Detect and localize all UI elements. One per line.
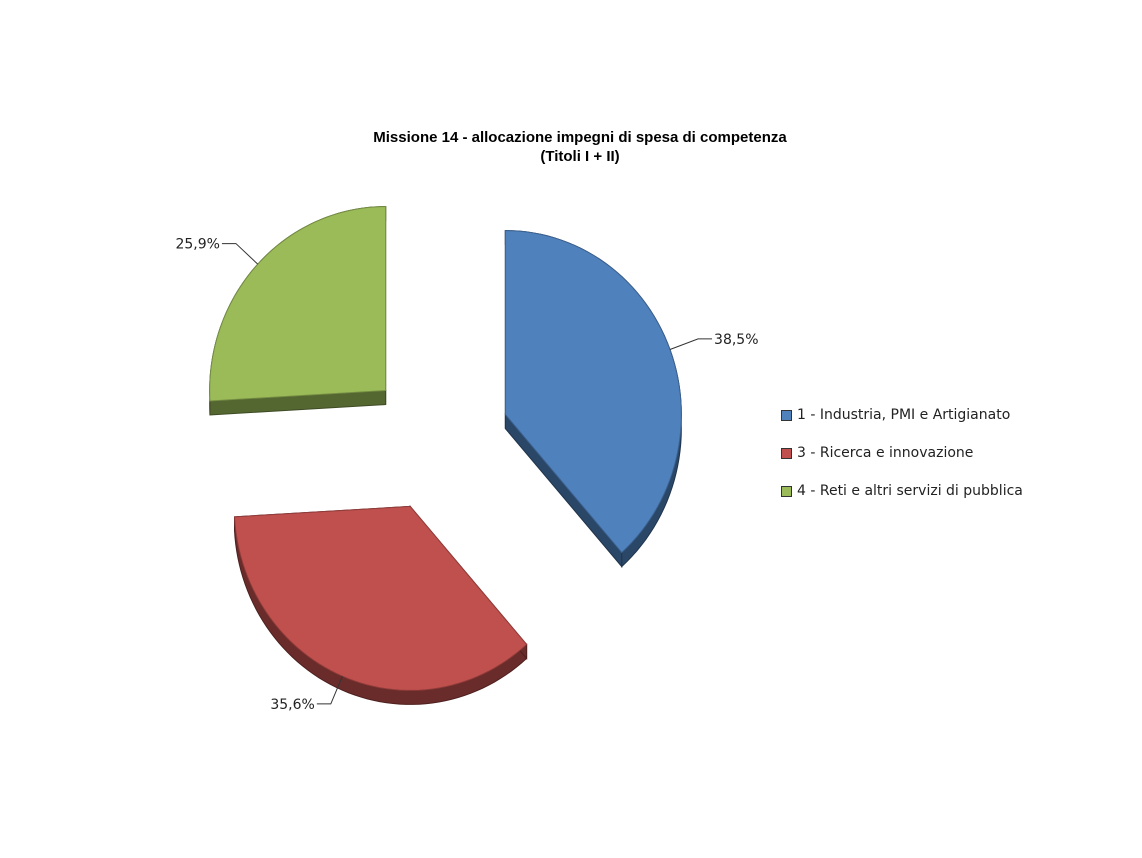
pie-slice-2	[233, 505, 528, 691]
legend-swatch-3	[781, 485, 792, 497]
legend-swatch-2	[781, 447, 792, 459]
pie-slice-1	[504, 230, 682, 554]
chart-legend: 1 - Industria, PMI e Artigianato 3 - Ric…	[781, 404, 1023, 518]
legend-label-3: 4 - Reti e altri servizi di pubblica	[797, 483, 1023, 499]
leader-line-1	[669, 338, 713, 350]
legend-item-3: 4 - Reti e altri servizi di pubblica	[781, 480, 1023, 502]
legend-swatch-1	[781, 409, 792, 421]
legend-item-1: 1 - Industria, PMI e Artigianato	[781, 404, 1023, 426]
legend-label-1: 1 - Industria, PMI e Artigianato	[797, 407, 1011, 423]
chart-title-line-2: (Titoli I + II)	[540, 148, 620, 165]
pie-slice-3	[209, 206, 387, 402]
data-label-3: 25,9%	[175, 237, 219, 253]
leader-line-3	[221, 243, 259, 265]
legend-item-2: 3 - Ricerca e innovazione	[781, 442, 1023, 464]
legend-label-2: 3 - Ricerca e innovazione	[797, 445, 974, 461]
leader-line-2	[316, 676, 343, 705]
data-label-1: 38,5%	[714, 332, 758, 348]
chart-title: Missione 14 - allocazione impegni di spe…	[230, 128, 930, 166]
chart-title-line-1: Missione 14 - allocazione impegni di spe…	[373, 129, 787, 146]
data-label-2: 35,6%	[270, 697, 314, 713]
